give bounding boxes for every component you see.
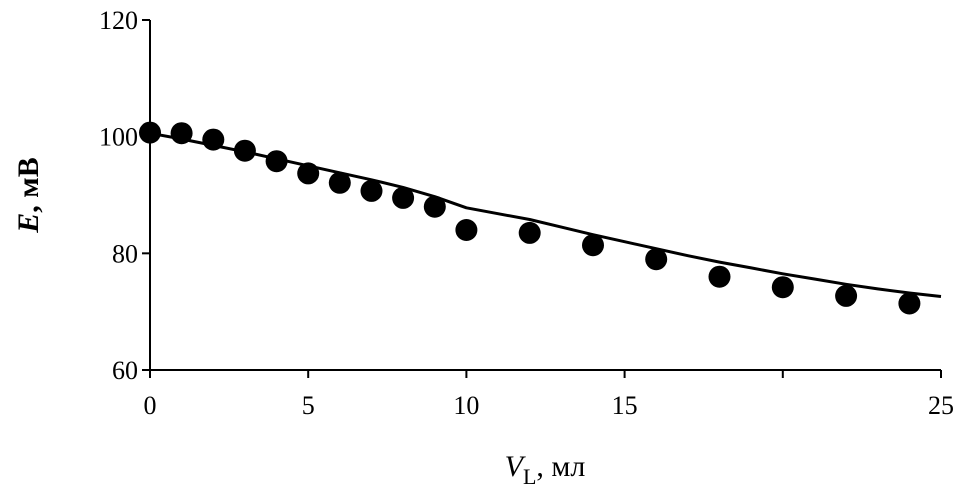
x-tick-label: 25 [928, 391, 954, 420]
y-axis-label: E, мВ [12, 157, 45, 233]
axes: 60 80 100 120 0 5 10 15 25 [99, 6, 954, 420]
data-point [392, 186, 415, 209]
y-tick-label: 80 [112, 239, 138, 268]
data-point [328, 171, 351, 194]
y-tick-label: 120 [99, 6, 138, 35]
y-tick-label: 60 [112, 356, 138, 385]
y-tick-label: 100 [99, 123, 138, 152]
data-point [518, 221, 541, 244]
data-point [582, 234, 604, 257]
x-tick-label: 10 [453, 391, 479, 420]
axis-titles: VL, мл E, мВ [12, 157, 585, 489]
data-point [139, 121, 161, 144]
data-point [835, 284, 858, 307]
data-point [455, 219, 478, 241]
data-point [423, 195, 446, 218]
data-point [233, 139, 256, 162]
x-axis-label: VL, мл [505, 450, 586, 489]
plot-area [139, 121, 942, 315]
data-point [898, 292, 921, 315]
data-point [360, 179, 383, 202]
data-point [265, 150, 288, 173]
data-point [708, 265, 731, 288]
data-point [170, 122, 193, 145]
data-point [202, 128, 225, 151]
data-point [297, 162, 320, 185]
x-tick-label: 0 [144, 391, 157, 420]
data-point [645, 248, 668, 271]
x-tick-label: 15 [612, 391, 638, 420]
x-tick-label: 5 [302, 391, 315, 420]
data-point [771, 276, 794, 299]
